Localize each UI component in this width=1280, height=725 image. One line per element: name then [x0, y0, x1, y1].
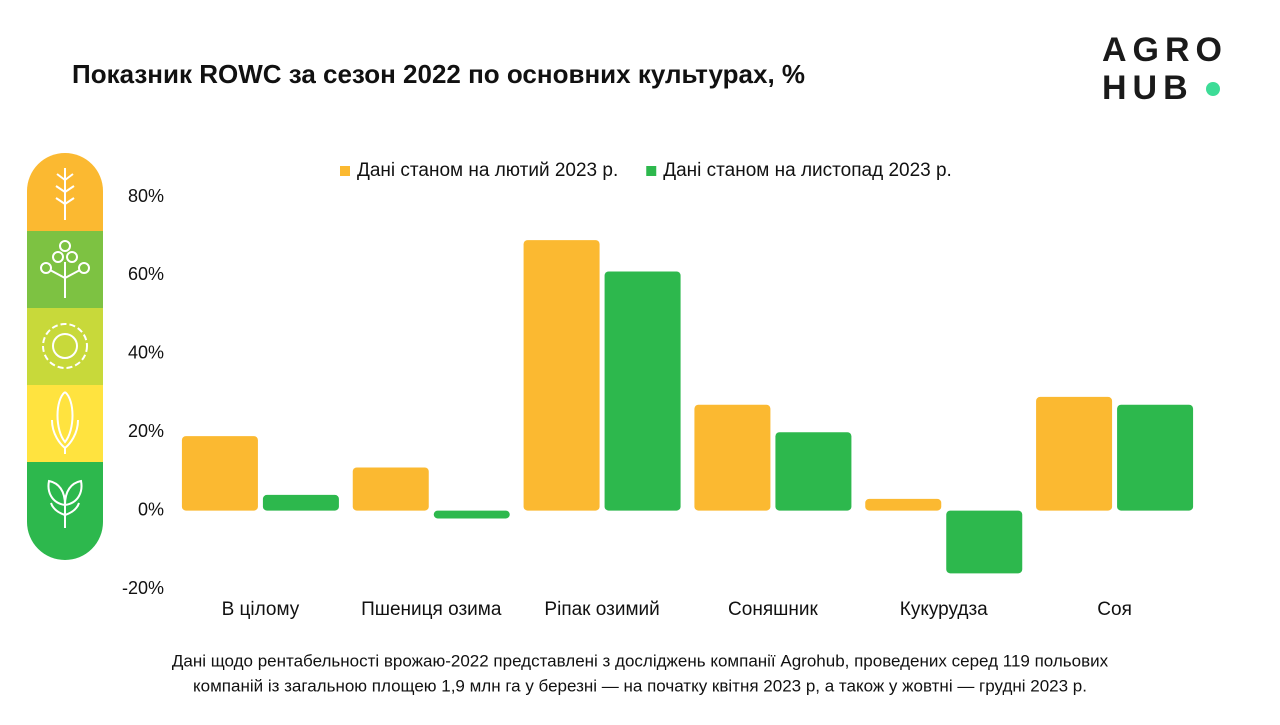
bar	[181, 436, 258, 511]
bar	[1036, 396, 1113, 511]
logo: AGRO HUB	[1102, 31, 1228, 107]
y-tick-label: 20%	[128, 421, 164, 441]
y-tick-label: 80%	[128, 186, 164, 206]
footnote-line: Дані щодо рентабельності врожаю-2022 пре…	[172, 651, 1109, 670]
bar	[262, 494, 339, 511]
y-tick-label: 40%	[128, 343, 164, 363]
bar	[523, 240, 600, 511]
corn-icon	[51, 391, 79, 454]
bar	[1117, 404, 1194, 511]
wheat-icon	[55, 168, 75, 220]
footnote-line: компаній із загальною площею 1,9 млн га …	[193, 676, 1087, 695]
sunflower-icon	[52, 333, 78, 359]
y-tick-label: 60%	[128, 264, 164, 284]
chart-title: Показник ROWC за сезон 2022 по основних …	[72, 59, 805, 89]
logo-line: HUB	[1102, 69, 1194, 107]
sprout-icon	[47, 479, 83, 528]
bar	[694, 404, 771, 511]
legend-marker	[340, 166, 350, 176]
legend-label: Дані станом на листопад 2023 р.	[663, 160, 952, 181]
x-tick-label: Ріпак озимий	[544, 599, 659, 620]
logo-dot	[1206, 82, 1220, 96]
x-tick-label: Пшениця озима	[361, 599, 502, 620]
y-tick-label: -20%	[122, 578, 164, 598]
x-tick-label: Кукурудза	[900, 599, 988, 620]
y-tick-label: 0%	[138, 499, 164, 519]
bar	[865, 498, 942, 511]
bar	[604, 271, 681, 511]
bar	[775, 432, 852, 511]
bar	[433, 510, 510, 519]
logo-line: AGRO	[1102, 31, 1228, 69]
x-tick-label: Соняшник	[728, 599, 818, 620]
strip-segment	[27, 308, 103, 385]
legend-marker	[646, 166, 657, 176]
rapeseed-icon	[49, 262, 81, 298]
bar	[352, 467, 429, 511]
bar	[946, 510, 1023, 574]
crop-icons	[40, 168, 90, 528]
x-tick-label: Соя	[1097, 599, 1132, 620]
x-tick-label: В цілому	[222, 599, 300, 620]
legend-label: Дані станом на лютий 2023 р.	[357, 160, 618, 181]
